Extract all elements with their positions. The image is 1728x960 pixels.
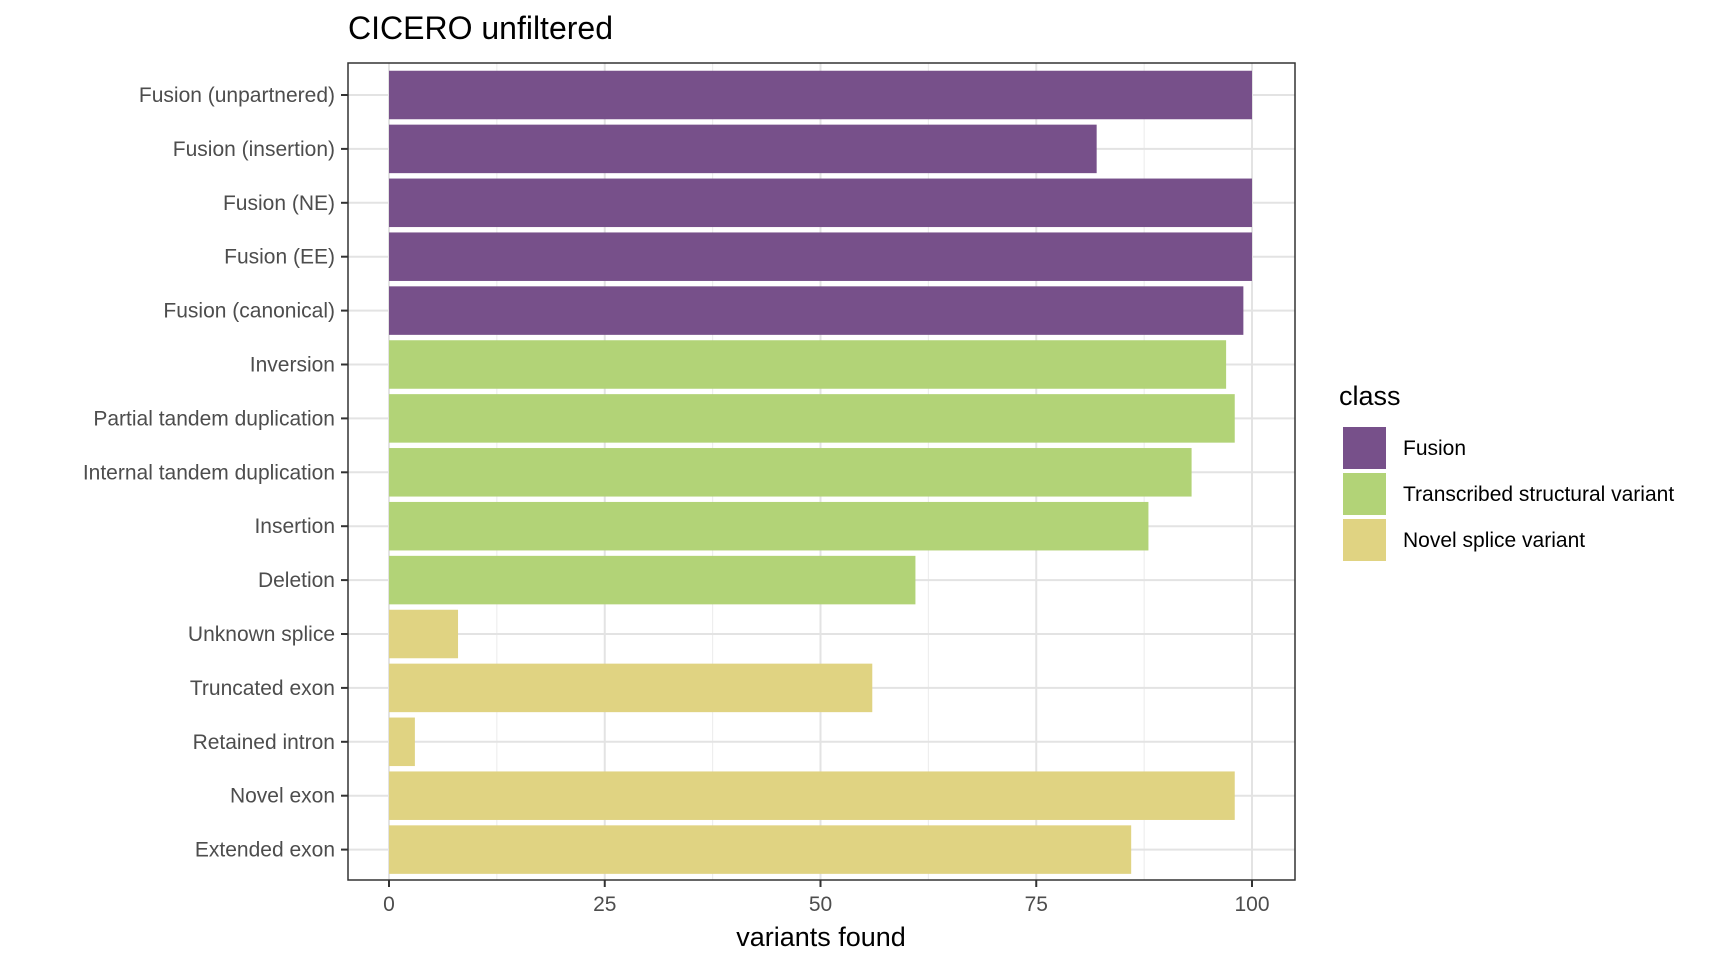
legend-title: class [1339,381,1401,411]
y-tick-label: Retained intron [193,731,335,754]
legend-key [1343,473,1386,515]
bar [389,286,1244,335]
y-tick-label: Insertion [254,515,335,538]
bar [389,555,916,605]
bar [389,609,459,659]
bar [389,717,415,767]
bar [389,448,1192,497]
legend-key [1343,427,1386,469]
bar [389,340,1227,389]
bar [389,501,1149,551]
bar [389,232,1252,281]
y-tick-label: Unknown splice [188,623,335,646]
chart-title: CICERO unfiltered [348,10,613,46]
x-axis-label: variants found [736,922,906,952]
y-tick-label: Fusion (unpartnered) [139,84,335,107]
x-tick-label: 100 [1234,893,1269,916]
y-tick-label: Extended exon [195,839,335,862]
legend-label: Fusion [1403,437,1466,460]
plot-area: Fusion (unpartnered) Fusion (insertion) Fu… [83,62,1296,916]
legend: class Fusion Transcribed structural varia… [1339,381,1674,561]
y-tick-label: Partial tandem duplication [93,407,335,430]
bar [389,70,1252,120]
bar [389,124,1097,174]
bar [389,663,873,713]
y-tick-label: Internal tandem duplication [83,461,335,484]
y-tick-label: Inversion [250,354,335,377]
legend-key [1343,519,1386,561]
x-tick-label: 25 [593,893,616,916]
x-tick-label: 0 [383,893,395,916]
bar [389,178,1252,228]
y-tick-label: Deletion [258,569,335,592]
x-tick-label: 75 [1025,893,1048,916]
y-tick-label: Novel exon [230,785,335,808]
bar [389,825,1132,874]
y-tick-label: Fusion (NE) [223,192,335,215]
x-tick-label: 50 [809,893,832,916]
y-tick-label: Fusion (insertion) [173,138,335,161]
y-tick-label: Fusion (canonical) [163,300,335,323]
bar [389,771,1235,820]
y-tick-label: Fusion (EE) [224,246,335,269]
bar [389,394,1235,443]
legend-label: Transcribed structural variant [1403,483,1674,506]
y-tick-label: Truncated exon [190,677,335,700]
legend-label: Novel splice variant [1403,529,1585,552]
